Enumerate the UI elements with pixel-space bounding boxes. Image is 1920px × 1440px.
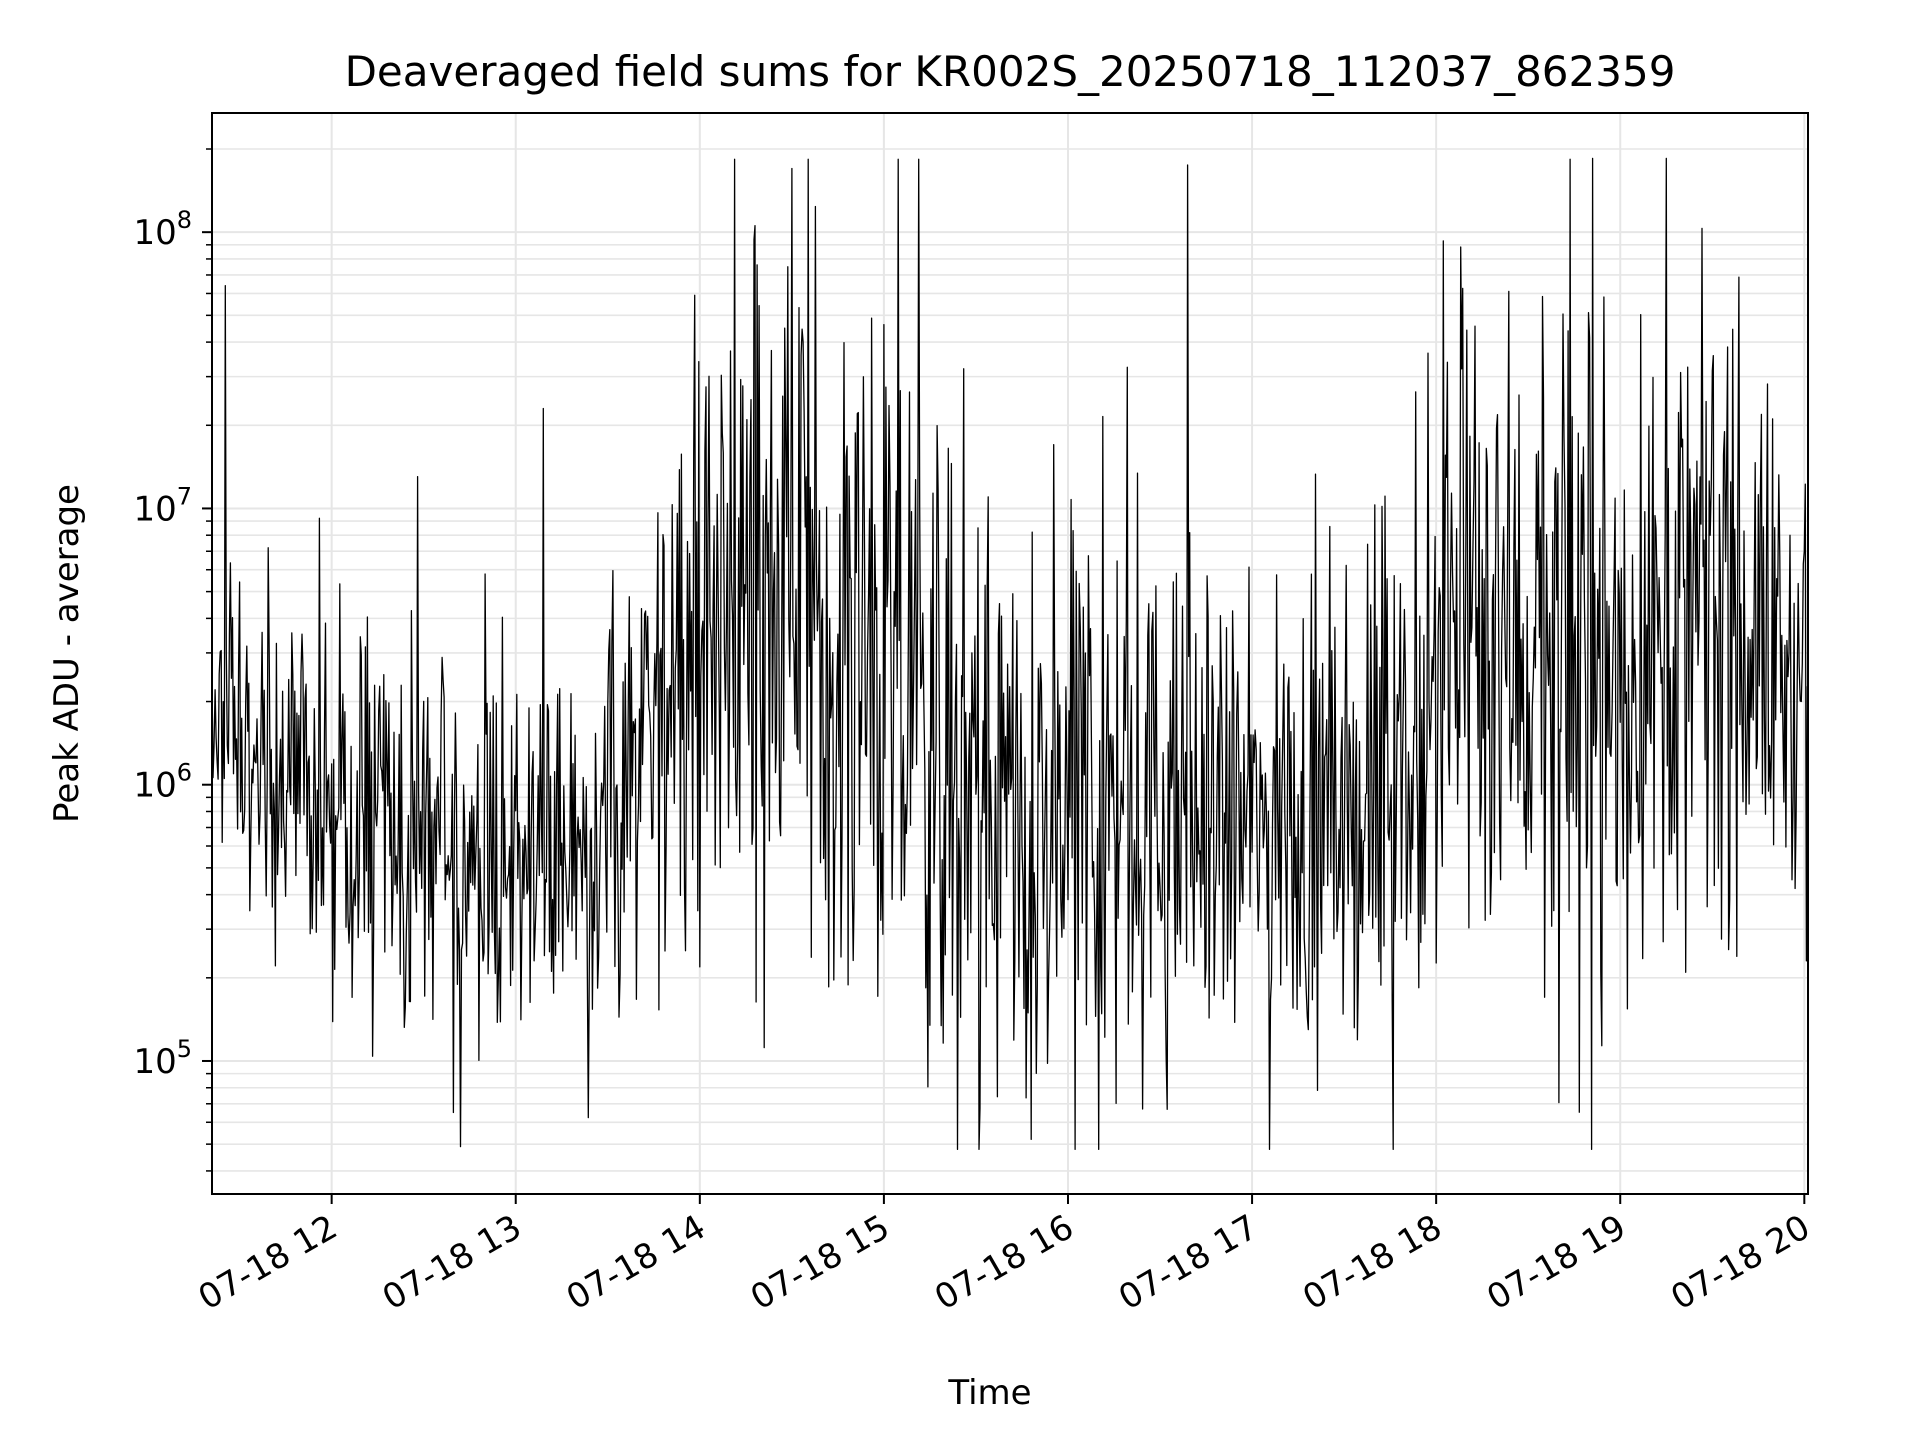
series-line bbox=[211, 157, 1809, 1151]
y-tick-label: 105 bbox=[133, 1035, 192, 1082]
y-tick-label: 107 bbox=[133, 482, 192, 529]
series-path bbox=[211, 157, 1809, 1151]
y-tick-label: 106 bbox=[133, 759, 192, 806]
chart-title: Deaveraged field sums for KR002S_2025071… bbox=[345, 47, 1676, 96]
y-axis-label: Peak ADU - average bbox=[47, 484, 87, 823]
x-axis-label: Time bbox=[947, 1373, 1031, 1413]
y-axis-ticks: 105 106 107 108 bbox=[133, 148, 212, 1172]
y-tick-label: 108 bbox=[133, 206, 192, 253]
